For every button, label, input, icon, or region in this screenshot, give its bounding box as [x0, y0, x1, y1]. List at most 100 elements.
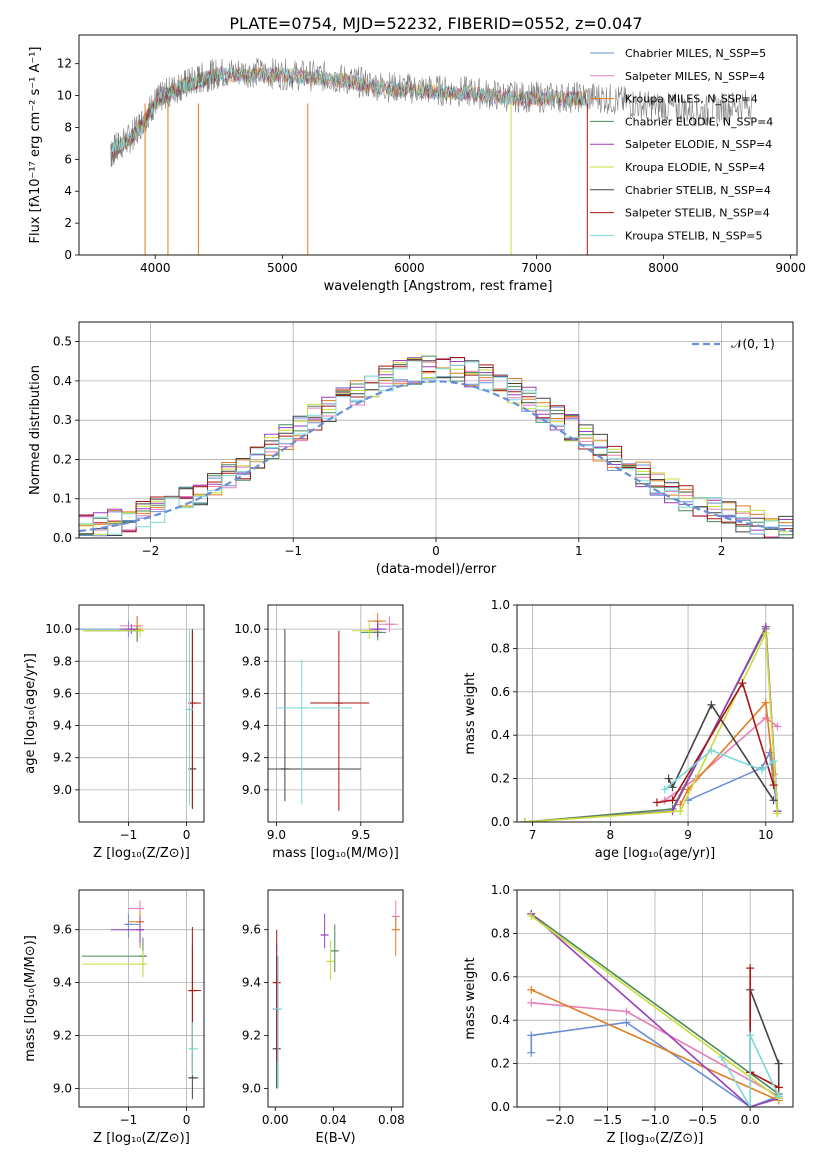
y-tick-label: 0.4	[491, 728, 510, 742]
plot-area	[110, 57, 753, 255]
legend-label: Kroupa ELODIE, N_SSP=4	[625, 161, 765, 174]
y-tick-label: 9.4	[242, 976, 261, 990]
y-tick-label: 9.8	[242, 654, 261, 668]
y-axis-label: mass weight	[463, 957, 478, 1039]
legend-label: Chabrier MILES, N_SSP=5	[625, 47, 766, 60]
chart-residuals: −2 −1 0 1 2 0.0 0.1 0.2 0.3 0.4 0.5 (data-model)/er…	[28, 321, 794, 577]
histogram-series-8	[79, 360, 793, 538]
x-axis-label: age [log₁₀(age/yr)]	[595, 846, 716, 861]
x-tick-label: −1	[284, 544, 302, 558]
x-tick-label: 7000	[521, 261, 552, 275]
y-tick-label: 9.0	[53, 1081, 72, 1095]
x-tick-label: −1.5	[593, 1113, 622, 1127]
y-axis-label: mass weight	[463, 672, 478, 754]
y-tick-label: 0.6	[491, 685, 510, 699]
x-tick-label: −2.0	[545, 1113, 574, 1127]
plot-area	[268, 605, 403, 822]
model-trace-4	[110, 66, 587, 158]
y-tick-label: 1.0	[491, 883, 510, 897]
x-axis-label: wavelength [Angstrom, rest frame]	[324, 279, 553, 294]
x-axis-label: E(B-V)	[315, 1131, 355, 1146]
chart-z-weight: −2.0 −1.5 −1.0 −0.5 0.0 0.0 0.2 0.4 0.6 0.8 1.0 Z […	[463, 883, 794, 1146]
x-tick-label: −1.0	[640, 1113, 669, 1127]
data-trace	[110, 57, 753, 167]
x-tick-label: 0.08	[378, 1113, 405, 1127]
figure-title: PLATE=0754, MJD=52232, FIBERID=0552, z=0…	[229, 14, 642, 33]
y-tick-label: 0.6	[491, 970, 510, 984]
y-tick-label: 0.4	[53, 374, 72, 388]
legend-label: Salpeter MILES, N_SSP=4	[625, 70, 765, 83]
y-axis-label: Normed distribution	[28, 365, 43, 495]
y-tick-label: 9.0	[53, 783, 72, 797]
y-tick-label: 0	[64, 248, 72, 262]
legend-label: Salpeter STELIB, N_SSP=4	[625, 207, 770, 220]
y-tick-label: 0.2	[491, 1057, 510, 1071]
y-tick-label: 0.0	[53, 531, 72, 545]
weight-series-5	[530, 915, 780, 1099]
y-tick-label: 9.2	[242, 1029, 261, 1043]
plot-area	[517, 890, 793, 1107]
weight-series-0	[687, 749, 779, 812]
x-tick-label: 9000	[775, 261, 806, 275]
chart-spectrum: 4000 5000 6000 7000 8000 9000 0 2 4 6 8 10 12 wavelen…	[28, 34, 806, 294]
y-tick-label: 9.0	[242, 783, 261, 797]
axes-frame	[78, 604, 205, 823]
x-axis-label: Z [log₁₀(Z/Z⊙)]	[607, 1131, 704, 1146]
y-tick-label: 0.0	[491, 1100, 510, 1114]
chart-age-weight: 7 8 9 10 0.0 0.2 0.4 0.6 0.8 1.0 age [log₁₀(age/yr…	[463, 598, 794, 861]
x-tick-label: 9.0	[267, 828, 286, 842]
y-tick-label: 12	[57, 57, 72, 71]
x-tick-label: −0.5	[688, 1113, 717, 1127]
histogram-series-7	[79, 357, 793, 538]
axes-frame	[78, 34, 798, 256]
x-tick-label: 4000	[140, 261, 171, 275]
axes-frame	[267, 889, 404, 1108]
legend-label: Salpeter ELODIE, N_SSP=4	[625, 138, 772, 151]
y-axis-label: mass [log₁₀(M/M⊙)]	[23, 935, 38, 1062]
weight-series-6	[749, 989, 780, 1088]
y-tick-label: 9.2	[53, 751, 72, 765]
x-tick-label: 1	[575, 544, 583, 558]
plot-area	[79, 605, 204, 822]
weight-series-5	[524, 630, 779, 822]
y-tick-label: 0.2	[53, 452, 72, 466]
axes-frame	[78, 889, 205, 1108]
y-tick-label: 0.8	[491, 641, 510, 655]
weight-series-2	[679, 700, 775, 805]
y-tick-label: 8	[64, 120, 72, 134]
weight-series-1	[664, 716, 778, 801]
y-tick-label: 0.5	[53, 335, 72, 349]
axes-frame	[267, 604, 404, 823]
legend-label: Kroupa MILES, N_SSP=4	[625, 93, 758, 106]
y-tick-label: 9.2	[53, 1029, 72, 1043]
weight-series-8	[664, 749, 775, 791]
x-tick-label: 0.04	[320, 1113, 347, 1127]
legend-label: Chabrier STELIB, N_SSP=4	[625, 184, 771, 197]
x-tick-label: −1	[120, 1113, 138, 1127]
x-tick-label: 0	[432, 544, 440, 558]
x-tick-label: 0.0	[741, 1113, 760, 1127]
chart-z-age: −1 0 9.0 9.2 9.4 9.6 9.8 10.0 Z [log₁₀(Z/Z⊙)] age…	[23, 604, 205, 861]
y-tick-label: 9.6	[53, 923, 72, 937]
y-tick-label: 10	[57, 89, 72, 103]
y-tick-label: 9.6	[242, 923, 261, 937]
x-tick-label: 7	[529, 828, 537, 842]
y-tick-label: 10.0	[234, 622, 261, 636]
x-tick-label: 10	[758, 828, 773, 842]
plot-area	[79, 322, 793, 538]
y-tick-label: 10.0	[45, 622, 72, 636]
x-tick-label: −2	[142, 544, 160, 558]
x-tick-label: −1	[120, 828, 138, 842]
x-axis-label: mass [log₁₀(M/M⊙)]	[272, 846, 399, 861]
x-tick-label: 0.00	[262, 1113, 289, 1127]
x-axis-label: (data-model)/error	[376, 562, 497, 577]
y-axis-label: Flux [fλ10⁻¹⁷ erg cm⁻² s⁻¹ A⁻¹]	[28, 47, 43, 244]
x-tick-label: 2	[718, 544, 726, 558]
weight-series-4	[524, 623, 779, 822]
y-tick-label: 9.2	[242, 751, 261, 765]
plot-area	[272, 900, 400, 1089]
weight-series-2	[530, 989, 780, 1102]
weight-series-3	[524, 625, 779, 822]
x-tick-label: 5000	[267, 261, 298, 275]
y-tick-label: 4	[64, 184, 72, 198]
